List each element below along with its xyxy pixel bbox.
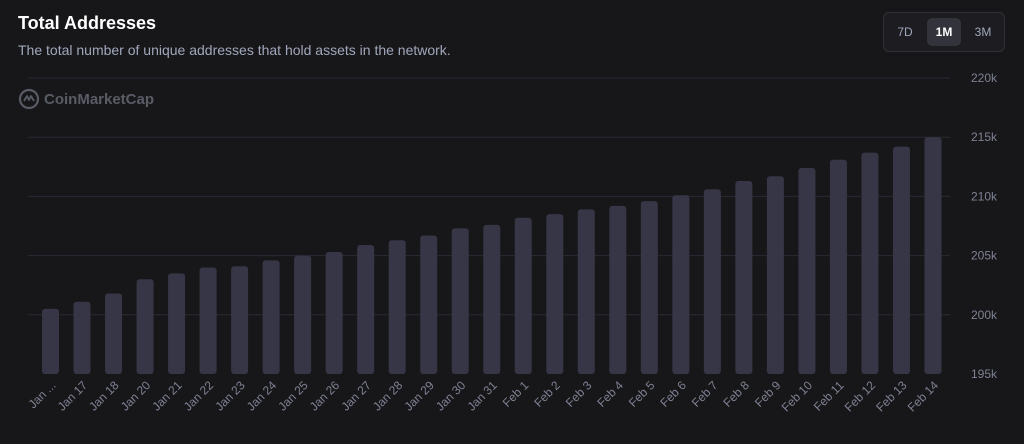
bar[interactable]	[325, 252, 343, 374]
x-tick-label: Feb 6	[657, 378, 689, 410]
bar[interactable]	[168, 273, 186, 374]
y-tick-label: 205k	[971, 249, 998, 263]
bar[interactable]	[766, 176, 784, 374]
bar[interactable]	[73, 301, 91, 374]
bar[interactable]	[829, 159, 847, 374]
bar[interactable]	[609, 205, 627, 374]
bar[interactable]	[231, 266, 249, 374]
x-tick-label: Jan 18	[86, 378, 122, 414]
range-7d-button[interactable]: 7D	[897, 25, 913, 39]
bar[interactable]	[798, 167, 816, 374]
bar[interactable]	[861, 152, 879, 374]
chart-title: Total Addresses	[18, 13, 157, 33]
x-tick-label: Jan 27	[338, 378, 374, 414]
bar[interactable]	[388, 240, 406, 374]
bar[interactable]	[483, 224, 501, 374]
x-tick-label: Jan 20	[118, 378, 154, 414]
bar[interactable]	[924, 137, 942, 374]
x-tick-label: Jan 21	[149, 378, 185, 414]
watermark-text: CoinMarketCap	[44, 90, 155, 108]
bar[interactable]	[546, 214, 564, 374]
bar[interactable]	[105, 293, 123, 374]
coinmarketcap-watermark: CoinMarketCap	[18, 88, 154, 110]
x-tick-label: Feb 14	[905, 378, 942, 415]
bar[interactable]	[892, 146, 910, 374]
x-tick-label: Feb 13	[873, 378, 910, 415]
x-tick-label: Jan 30	[433, 378, 469, 414]
bars	[42, 137, 942, 374]
x-tick-label: Jan 31	[464, 378, 500, 414]
bar[interactable]	[294, 255, 312, 374]
y-tick-label: 195k	[971, 367, 998, 381]
bar[interactable]	[577, 209, 595, 374]
bar[interactable]	[703, 189, 721, 374]
bar[interactable]	[136, 279, 154, 374]
x-tick-label: Jan 24	[244, 378, 280, 414]
bar[interactable]	[420, 235, 438, 374]
x-tick-label: Feb 3	[563, 378, 595, 410]
bar[interactable]	[672, 195, 690, 374]
time-range-selector: 7D 1M 3M	[883, 12, 1005, 52]
y-tick-label: 210k	[971, 189, 998, 203]
x-tick-label: Jan 25	[275, 378, 311, 414]
bar[interactable]	[514, 217, 532, 374]
x-tick-label: Jan 23	[212, 378, 248, 414]
x-tick-label: Jan 26	[307, 378, 343, 414]
x-tick-label: Jan 22	[181, 378, 217, 414]
bar[interactable]	[451, 228, 469, 374]
x-tick-label: Jan ...	[26, 378, 59, 411]
range-1m-button[interactable]: 1M	[927, 18, 961, 46]
x-tick-label: Feb 4	[594, 378, 626, 410]
y-tick-label: 220k	[971, 71, 998, 85]
bar[interactable]	[640, 201, 658, 374]
x-tick-label: Jan 29	[401, 378, 437, 414]
bar[interactable]	[199, 267, 217, 374]
x-tick-label: Feb 8	[720, 378, 752, 410]
bar[interactable]	[262, 260, 280, 374]
x-tick-label: Jan 17	[55, 378, 91, 414]
x-tick-label: Jan 28	[370, 378, 406, 414]
x-tick-label: Feb 2	[531, 378, 563, 410]
x-tick-label: Feb 5	[626, 378, 658, 410]
coinmarketcap-logo-icon	[18, 88, 40, 110]
bar[interactable]	[735, 181, 753, 374]
x-tick-label: Feb 10	[779, 378, 816, 415]
x-tick-label: Feb 11	[811, 378, 847, 414]
x-tick-label: Feb 1	[500, 378, 532, 410]
range-3m-button[interactable]: 3M	[974, 25, 992, 39]
bar[interactable]	[42, 308, 59, 374]
x-tick-label: Feb 12	[842, 378, 879, 415]
y-axis-ticks: 195k 200k 205k 210k 215k 220k	[971, 71, 998, 381]
bar[interactable]	[357, 244, 375, 374]
chart-subtitle: The total number of unique addresses tha…	[18, 42, 451, 58]
y-tick-label: 200k	[971, 308, 998, 322]
y-tick-label: 215k	[971, 130, 998, 144]
x-tick-label: Feb 7	[689, 378, 721, 410]
